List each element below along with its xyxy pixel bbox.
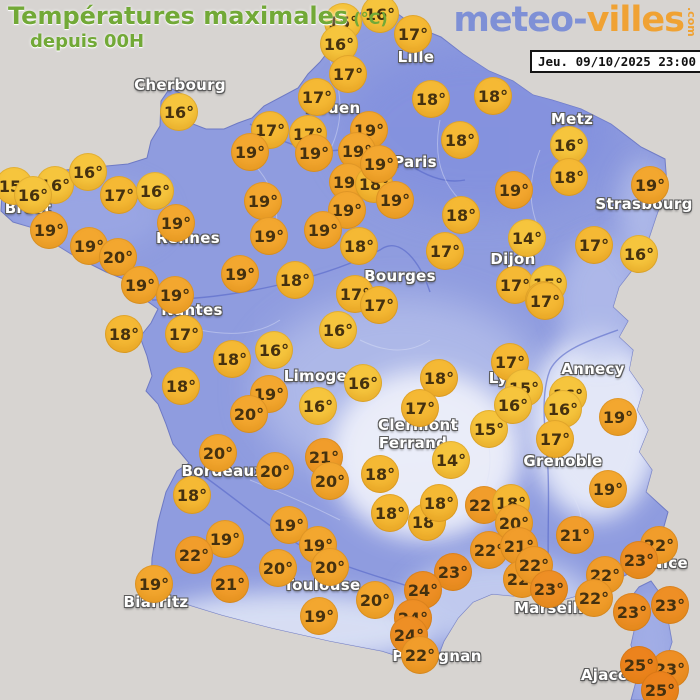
temp-marker: 19° — [599, 398, 637, 436]
temp-marker: 20° — [311, 548, 349, 586]
temp-marker: 18° — [173, 476, 211, 514]
temp-marker: 23° — [613, 593, 651, 631]
temp-marker: 18° — [213, 340, 251, 378]
logo-tld: .com — [685, 7, 698, 37]
temp-marker: 16° — [344, 364, 382, 402]
temp-marker: 17° — [575, 226, 613, 264]
city-label-marseille: Marseille — [514, 599, 594, 617]
temp-marker: 19° — [589, 470, 627, 508]
temp-marker: 18° — [361, 455, 399, 493]
city-label-strasbourg: Strasbourg — [595, 195, 693, 213]
temp-marker: 19° — [376, 181, 414, 219]
city-label-limoges: Limoges — [283, 367, 357, 385]
temp-marker: 19° — [495, 171, 533, 209]
city-label-grenoble: Grenoble — [523, 452, 603, 470]
temp-marker: 22° — [175, 536, 213, 574]
temp-marker: 20° — [256, 452, 294, 490]
temp-marker: 18° — [442, 196, 480, 234]
temp-marker: 25° — [641, 671, 679, 700]
city-label-metz: Metz — [550, 110, 594, 128]
temp-marker: 16° — [361, 0, 399, 33]
temp-marker: 19° — [157, 204, 195, 242]
temp-marker: 21° — [556, 516, 594, 554]
temp-marker: 19° — [300, 597, 338, 635]
temp-marker: 18° — [550, 158, 588, 196]
temp-marker: 20° — [356, 581, 394, 619]
page-subtitle: depuis 00H — [30, 31, 145, 52]
temp-marker: 17° — [298, 78, 336, 116]
temp-marker: 18° — [105, 315, 143, 353]
temp-marker: 20° — [230, 395, 268, 433]
temp-marker: 21° — [211, 565, 249, 603]
temp-marker: 19° — [244, 182, 282, 220]
temp-marker: 18° — [420, 484, 458, 522]
meteo-villes-logo[interactable]: meteo-villes .com — [453, 0, 698, 40]
temp-marker: 20° — [199, 434, 237, 472]
temp-marker: 19° — [295, 134, 333, 172]
page-title: Températures maximales — [8, 2, 349, 30]
temp-marker: 18° — [371, 494, 409, 532]
temp-marker: 16° — [136, 172, 174, 210]
city-label-ferrand: Ferrand — [378, 434, 448, 452]
city-label-paris: Paris — [393, 153, 437, 171]
city-label-cherbourg: Cherbourg — [134, 76, 226, 94]
temp-marker: 19° — [250, 217, 288, 255]
temp-marker: 16° — [14, 176, 52, 214]
temp-marker: 14° — [432, 441, 470, 479]
temp-marker: 22° — [575, 579, 613, 617]
city-label-bourges: Bourges — [364, 267, 436, 285]
temp-marker: 19° — [30, 211, 68, 249]
temp-marker: 16° — [255, 331, 293, 369]
logo-part-orange: villes — [586, 0, 685, 40]
temp-marker: 18° — [474, 77, 512, 115]
temp-marker: 22° — [401, 636, 439, 674]
temp-marker: 16° — [299, 387, 337, 425]
temp-marker: 18° — [162, 367, 200, 405]
temp-marker: 17° — [360, 286, 398, 324]
temp-marker: 19° — [156, 276, 194, 314]
city-label-annecy: Annecy — [561, 360, 625, 378]
temp-marker: 14° — [508, 219, 546, 257]
temp-marker: 23° — [651, 586, 689, 624]
temp-marker: 19° — [221, 255, 259, 293]
map-header: Températures maximales (°C) depuis 00H — [8, 2, 388, 52]
datetime-badge: Jeu. 09/10/2025 23:00 — [529, 50, 700, 73]
temp-marker: 19° — [121, 266, 159, 304]
temp-marker: 19° — [304, 211, 342, 249]
temp-marker: 17° — [100, 176, 138, 214]
temp-marker: 16° — [544, 390, 582, 428]
temp-marker: 17° — [526, 282, 564, 320]
temp-marker: 20° — [311, 462, 349, 500]
temp-marker: 23° — [530, 570, 568, 608]
temp-marker: 23° — [620, 541, 658, 579]
temp-marker: 17° — [496, 266, 534, 304]
temp-marker: 18° — [412, 80, 450, 118]
temp-marker: 16° — [160, 93, 198, 131]
title-unit: (°C) — [353, 9, 388, 28]
temp-marker: 17° — [536, 420, 574, 458]
temp-marker: 19° — [135, 565, 173, 603]
temp-marker: 16° — [69, 153, 107, 191]
city-label-lille: Lille — [397, 48, 435, 66]
temp-marker: 18° — [340, 227, 378, 265]
temp-marker: 18° — [441, 121, 479, 159]
temp-marker: 18° — [276, 261, 314, 299]
temp-marker: 19° — [631, 166, 669, 204]
temp-marker: 19° — [231, 133, 269, 171]
temp-marker: 17° — [165, 315, 203, 353]
temp-marker: 17° — [401, 389, 439, 427]
temp-marker: 20° — [259, 549, 297, 587]
temp-marker: 16° — [550, 126, 588, 164]
temp-marker: 19° — [360, 145, 398, 183]
temp-marker: 16° — [494, 386, 532, 424]
logo-part-blue: meteo- — [453, 0, 587, 40]
temp-marker: 20° — [99, 238, 137, 276]
temp-marker: 16° — [319, 311, 357, 349]
temp-marker: 17° — [426, 232, 464, 270]
temp-marker: 16° — [620, 235, 658, 273]
temp-marker: 17° — [394, 15, 432, 53]
temp-marker: 17° — [329, 55, 367, 93]
